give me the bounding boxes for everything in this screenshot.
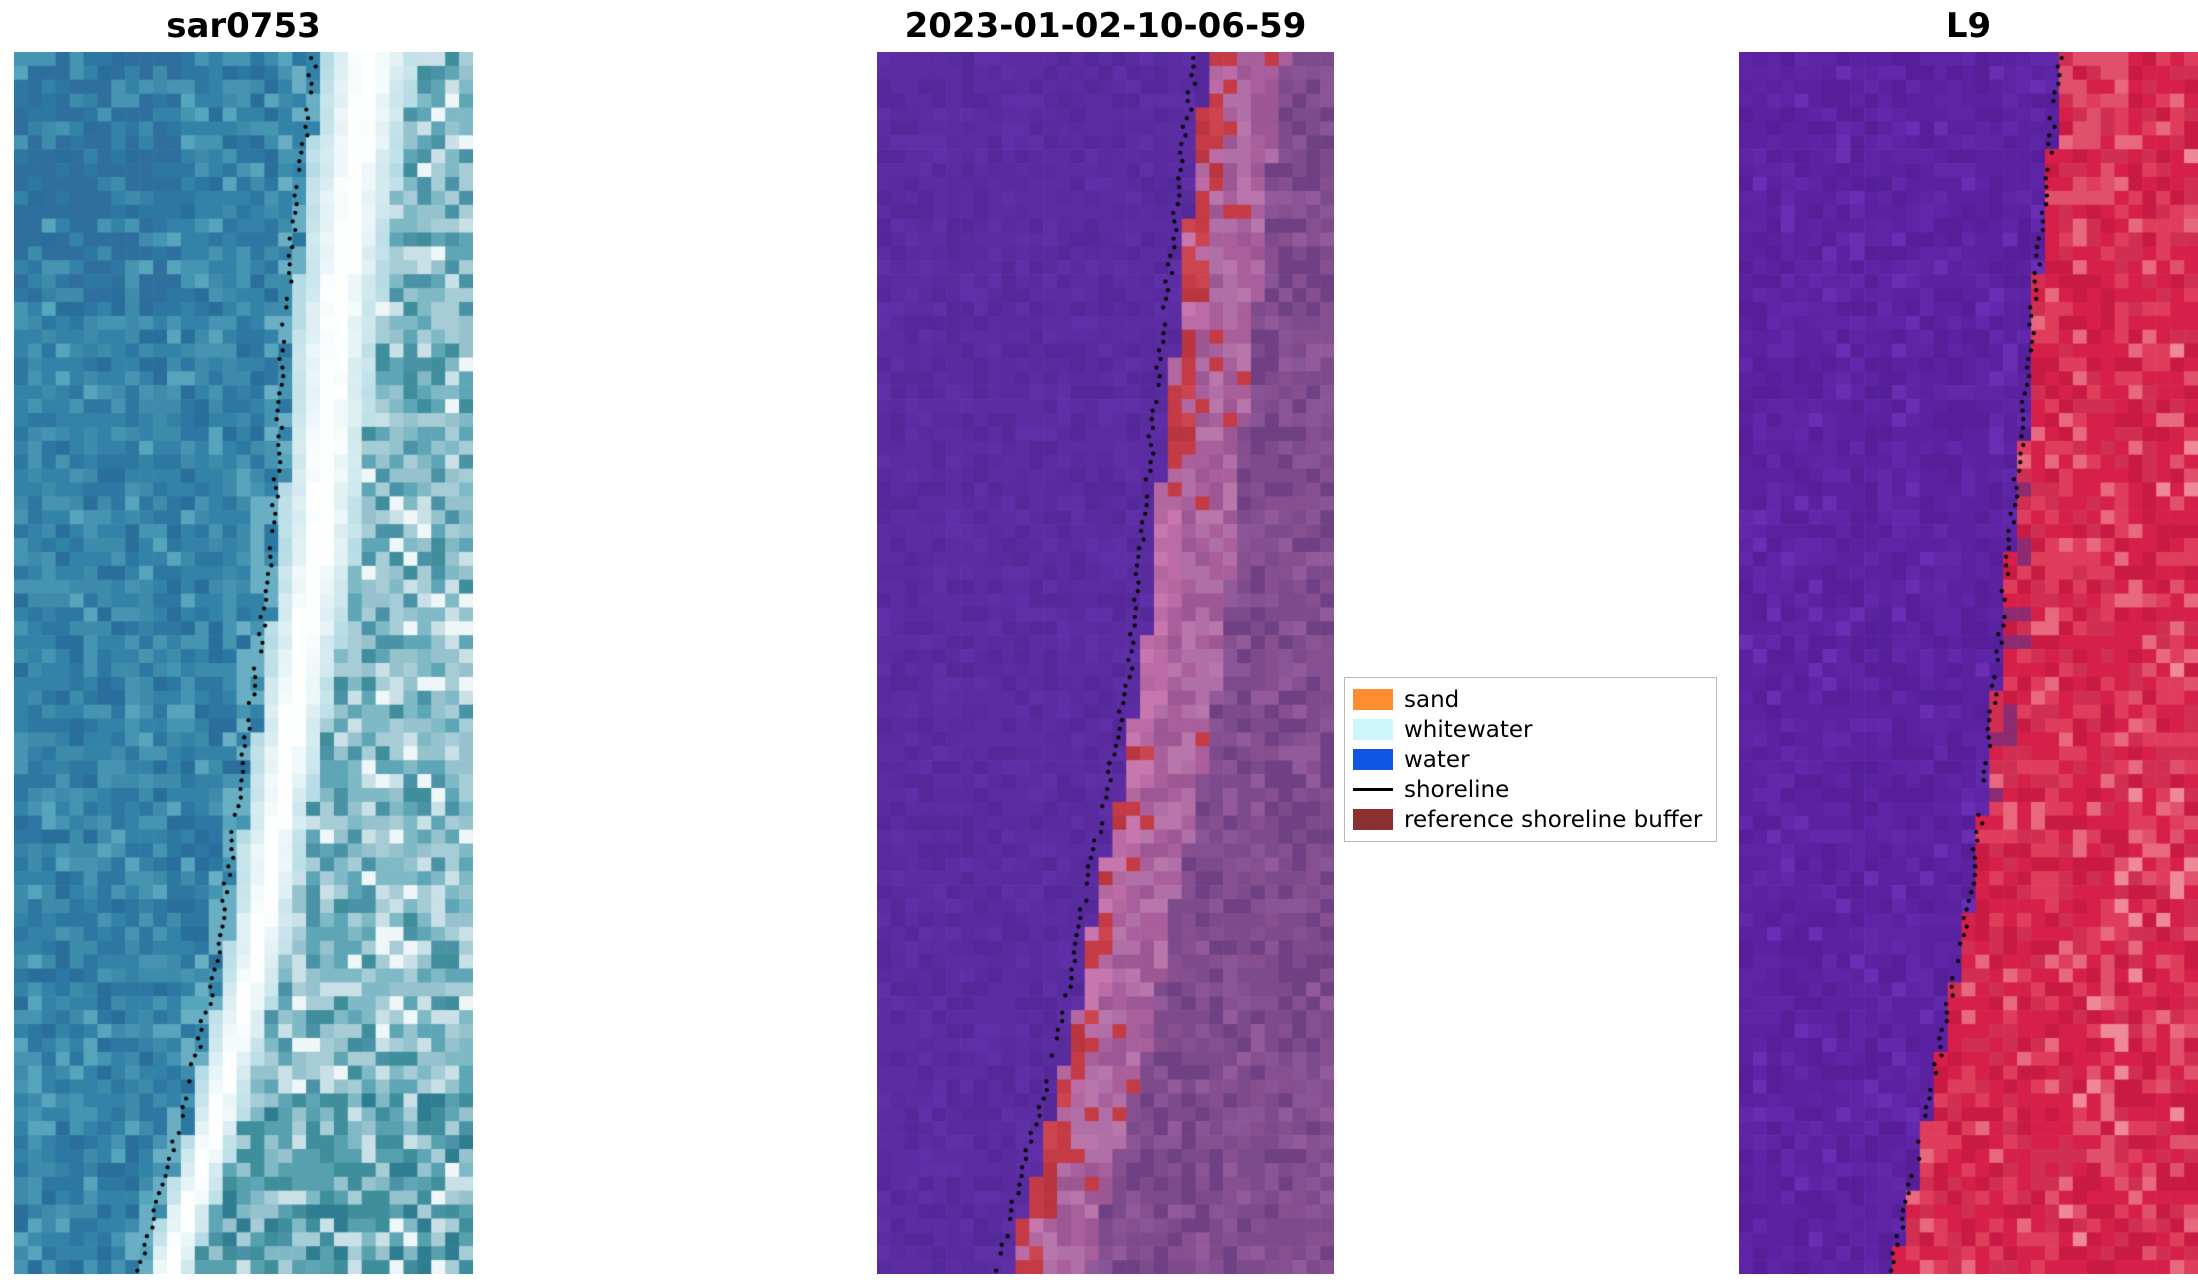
legend-color-swatch [1353, 809, 1393, 830]
legend-label: sand [1404, 686, 1460, 713]
legend-item-shoreline: shoreline [1353, 775, 1702, 804]
l9-image [1739, 52, 2198, 1274]
legend-color-swatch [1353, 719, 1393, 740]
legend-color-swatch [1353, 689, 1393, 710]
legend-item-sand: sand [1353, 685, 1702, 714]
legend-color-swatch [1353, 749, 1393, 770]
panel-title-l9: L9 [1945, 6, 1992, 46]
legend-item-whitewater: whitewater [1353, 715, 1702, 744]
sar-image [14, 52, 473, 1274]
legend-label: whitewater [1404, 716, 1533, 743]
panel-title-date: 2023-01-02-10-06-59 [904, 6, 1307, 46]
classified-image [877, 52, 1334, 1274]
legend-label: shoreline [1404, 776, 1510, 803]
legend-label: reference shoreline buffer [1404, 806, 1703, 833]
legend-line-swatch [1353, 788, 1393, 791]
legend: sand whitewater water shoreline reference sh… [1344, 677, 1718, 842]
legend-label: water [1404, 746, 1470, 773]
legend-item-reference-shoreline-buffer: reference shoreline buffer [1353, 805, 1702, 834]
legend-item-water: water [1353, 745, 1702, 774]
panel-title-sar: sar0753 [166, 6, 321, 46]
